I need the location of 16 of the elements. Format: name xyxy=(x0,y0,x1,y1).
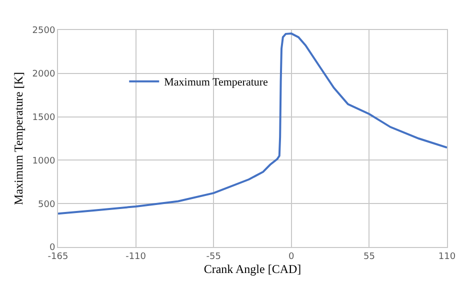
legend-label: Maximum Temperature xyxy=(164,76,268,89)
y-tick-label: 1500 xyxy=(32,112,56,123)
x-tick-label: -165 xyxy=(48,252,68,262)
y-tick-label: 2500 xyxy=(32,26,56,36)
x-tick-label: 0 xyxy=(288,252,295,262)
x-tick-label: -110 xyxy=(126,252,146,262)
y-tick-label: 2000 xyxy=(32,70,56,80)
x-axis-title: Crank Angle [CAD] xyxy=(204,262,302,276)
x-tick-label: 55 xyxy=(363,252,375,262)
x-tick-label: -55 xyxy=(206,252,221,262)
y-axis-title: Maximum Temperature [K] xyxy=(12,72,26,205)
y-tick-label: 1000 xyxy=(32,156,56,166)
y-tick-label: 0 xyxy=(49,243,56,254)
line-series xyxy=(58,32,447,215)
x-tick-label: 110 xyxy=(438,252,456,262)
y-tick-label: 500 xyxy=(38,200,56,210)
